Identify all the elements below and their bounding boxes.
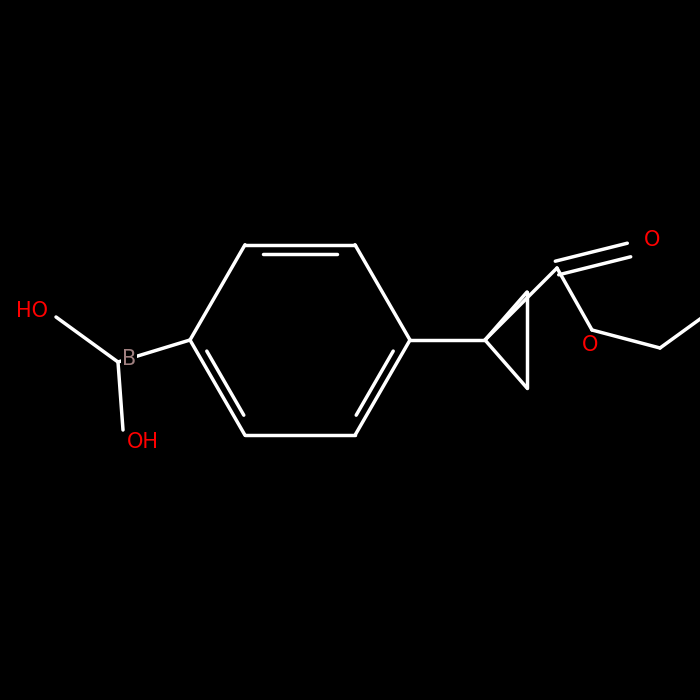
Text: OH: OH	[127, 432, 159, 452]
Text: O: O	[582, 335, 598, 355]
Text: HO: HO	[16, 301, 48, 321]
Text: O: O	[644, 230, 660, 250]
Text: B: B	[122, 349, 136, 369]
